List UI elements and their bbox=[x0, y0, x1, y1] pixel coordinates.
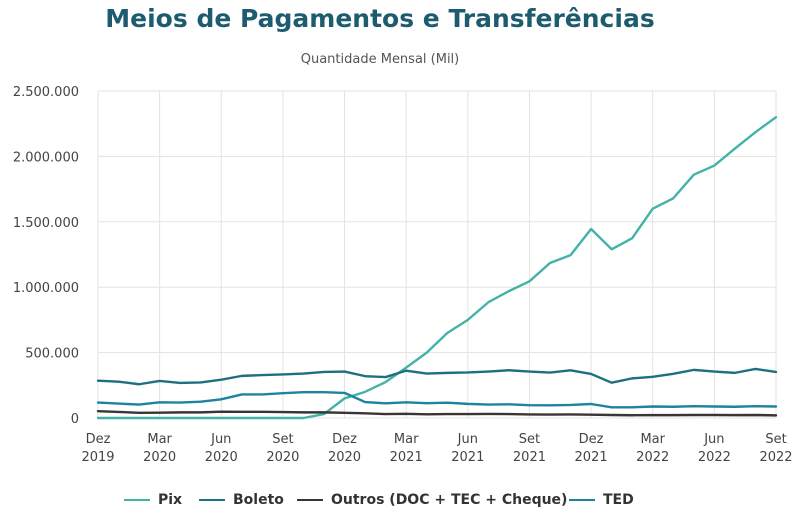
y-tick-label: 1.500.000 bbox=[13, 216, 79, 231]
legend: Pix Boleto Outros (DOC + TEC + Cheque) T… bbox=[0, 489, 810, 511]
grid-lines bbox=[97, 90, 777, 419]
series-lines bbox=[96, 115, 778, 420]
x-tick-label-year: 2020 bbox=[205, 450, 238, 465]
legend-item-ted[interactable]: TED bbox=[569, 489, 634, 511]
x-tick-label-year: 2020 bbox=[328, 450, 361, 465]
legend-swatch-pix bbox=[124, 499, 150, 501]
x-tick-label-month: Dez bbox=[579, 432, 604, 447]
legend-item-outros[interactable]: Outros (DOC + TEC + Cheque) bbox=[297, 489, 567, 511]
chart-subtitle: Quantidade Mensal (Mil) bbox=[300, 52, 460, 67]
y-tick-label: 2.000.000 bbox=[13, 150, 79, 165]
legend-item-boleto[interactable]: Boleto bbox=[199, 489, 284, 511]
axis-labels: 0 500.000 1.000.000 1.500.000 2.000.000 2.500… bbox=[13, 85, 793, 465]
x-tick-label-year: 2020 bbox=[266, 450, 299, 465]
x-tick-label-year: 2021 bbox=[390, 450, 423, 465]
x-tick-label-year: 2019 bbox=[81, 450, 114, 465]
series-line-boleto[interactable] bbox=[96, 367, 778, 386]
x-tick-label-month: Jun bbox=[210, 432, 231, 447]
series-line-pix[interactable] bbox=[96, 115, 778, 420]
y-tick-label: 0 bbox=[71, 412, 79, 427]
line-chart: 0 500.000 1.000.000 1.500.000 2.000.000 2.500… bbox=[13, 85, 793, 465]
x-tick-label-year: 2022 bbox=[636, 450, 669, 465]
x-tick-label-month: Jun bbox=[457, 432, 478, 447]
x-tick-label-month: Mar bbox=[394, 432, 419, 447]
legend-label-outros: Outros (DOC + TEC + Cheque) bbox=[331, 492, 568, 508]
series-line-outros[interactable] bbox=[96, 410, 778, 417]
legend-label-pix: Pix bbox=[158, 492, 183, 508]
x-tick-label-year: 2022 bbox=[698, 450, 731, 465]
y-tick-label: 500.000 bbox=[25, 347, 79, 362]
x-tick-label-year: 2021 bbox=[575, 450, 608, 465]
legend-swatch-outros bbox=[297, 499, 323, 501]
chart-title: Meios de Pagamentos e Transferências bbox=[105, 4, 655, 33]
legend-swatch-ted bbox=[569, 499, 595, 501]
x-tick-label-year: 2022 bbox=[759, 450, 792, 465]
x-tick-label-month: Dez bbox=[332, 432, 357, 447]
legend-label-boleto: Boleto bbox=[233, 492, 284, 508]
x-tick-label-month: Set bbox=[765, 432, 786, 447]
legend-item-pix[interactable]: Pix bbox=[124, 489, 182, 511]
y-tick-label: 2.500.000 bbox=[13, 85, 79, 100]
x-tick-label-month: Dez bbox=[86, 432, 111, 447]
x-tick-label-year: 2021 bbox=[451, 450, 484, 465]
x-tick-label-month: Jun bbox=[703, 432, 724, 447]
legend-swatch-boleto bbox=[199, 499, 225, 501]
series-line-ted[interactable] bbox=[96, 391, 778, 409]
x-tick-label-month: Mar bbox=[640, 432, 665, 447]
legend-label-ted: TED bbox=[603, 492, 634, 508]
x-tick-label-year: 2021 bbox=[513, 450, 546, 465]
x-tick-label-month: Mar bbox=[147, 432, 172, 447]
x-tick-label-month: Set bbox=[272, 432, 293, 447]
x-tick-label-month: Set bbox=[519, 432, 540, 447]
y-tick-label: 1.000.000 bbox=[13, 281, 79, 296]
x-tick-label-year: 2020 bbox=[143, 450, 176, 465]
